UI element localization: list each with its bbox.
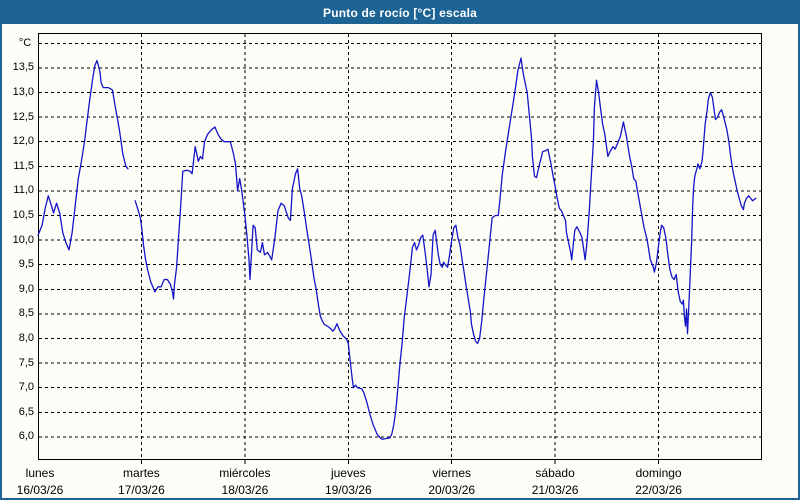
x-axis-date-label: 20/03/26 bbox=[428, 483, 476, 497]
x-axis-day-label: domingo bbox=[635, 466, 682, 480]
x-axis-date-label: 16/03/26 bbox=[16, 483, 64, 497]
x-axis-day-label: miércoles bbox=[219, 466, 271, 480]
x-axis-day-label: martes bbox=[123, 466, 160, 480]
window-titlebar: Punto de rocío [°C] escala bbox=[2, 2, 798, 24]
y-axis-label: 10,5 bbox=[12, 209, 34, 221]
window-title: Punto de rocío [°C] escala bbox=[322, 6, 478, 20]
y-axis-label: 9,0 bbox=[18, 282, 34, 295]
y-axis-label: 8,5 bbox=[18, 307, 34, 320]
x-axis-date-label: 18/03/26 bbox=[221, 483, 269, 497]
dew-point-line bbox=[134, 57, 757, 440]
dew-point-chart bbox=[37, 33, 762, 464]
y-axis-label: 12,0 bbox=[12, 135, 34, 148]
y-axis-label: 11,0 bbox=[13, 184, 34, 197]
x-axis-day-label: viernes bbox=[432, 466, 472, 480]
y-axis-label: 6,0 bbox=[18, 430, 34, 443]
x-axis-day-label: sábado bbox=[535, 466, 575, 480]
x-axis-date-label: 21/03/26 bbox=[531, 483, 579, 497]
y-axis-label: 11,5 bbox=[13, 159, 34, 172]
y-axis-label: 10,0 bbox=[12, 233, 34, 246]
dew-point-line bbox=[37, 59, 129, 251]
y-axis-label: 13,0 bbox=[12, 86, 34, 98]
x-axis-date-label: 19/03/26 bbox=[324, 483, 372, 497]
plot-frame bbox=[38, 33, 762, 460]
y-axis-label: 7,5 bbox=[18, 356, 34, 369]
y-axis-label: 6,5 bbox=[18, 405, 34, 418]
y-axis-label: 9,5 bbox=[18, 258, 34, 271]
y-axis-label: 12,5 bbox=[12, 110, 34, 123]
y-axis-label: 13,5 bbox=[12, 61, 34, 74]
y-axis-label: 8,0 bbox=[18, 332, 34, 344]
x-axis-day-label: jueves bbox=[330, 466, 366, 480]
y-axis-unit-label: °C bbox=[18, 36, 32, 49]
x-axis-day-label: lunes bbox=[25, 466, 55, 480]
x-axis-date-label: 17/03/26 bbox=[118, 483, 165, 497]
y-axis-label: 7,0 bbox=[18, 381, 34, 394]
x-axis-date-label: 22/03/26 bbox=[635, 483, 682, 497]
